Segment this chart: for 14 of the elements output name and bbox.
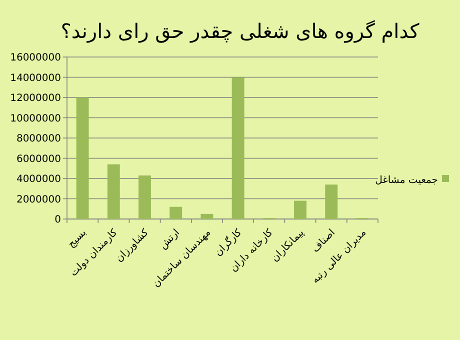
x-tick-label: اصناف xyxy=(310,227,338,255)
x-tick-label: ارتش xyxy=(158,227,182,252)
y-tick-label: 0 xyxy=(54,214,61,226)
y-tick-label: 6000000 xyxy=(16,154,61,165)
y-tick-label: 16000000 xyxy=(10,52,61,64)
y-tick-label: 2000000 xyxy=(16,194,61,206)
x-tick-label: بسیج xyxy=(66,227,89,250)
y-tick-label: 4000000 xyxy=(16,174,61,185)
y-tick-label: 14000000 xyxy=(10,72,61,84)
y-tick-label: 8000000 xyxy=(16,134,61,144)
chart-title: کدام گروه های شغلی چقدر حق رای دارند؟ xyxy=(60,19,420,43)
legend-label: جمعیت مشاغل xyxy=(375,175,438,186)
y-tick-label: 12000000 xyxy=(10,93,61,104)
y-tick-label: 10000000 xyxy=(10,113,61,124)
